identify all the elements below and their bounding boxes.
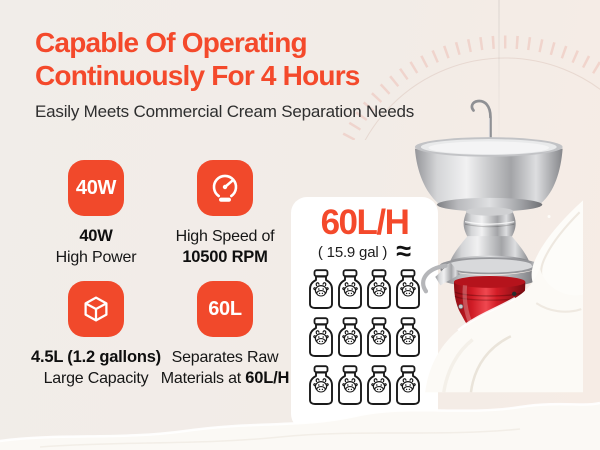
milk-bottle-icon — [309, 317, 333, 357]
feature-throughput: 60L Separates Raw Materials at 60L/H — [137, 281, 313, 389]
gallon-value: ( 15.9 gal ) — [317, 244, 388, 261]
milk-bottle-icon — [367, 269, 391, 309]
milk-bottle-icon — [309, 365, 333, 405]
capacity-badge — [68, 281, 124, 337]
subtitle: Easily Meets Commercial Cream Separation… — [35, 102, 415, 121]
cube-icon — [84, 296, 108, 322]
feature-capacity: 4.5L (1.2 gallons) Large Capacity — [8, 281, 184, 389]
speedometer-icon — [212, 174, 238, 202]
speed-badge — [197, 160, 253, 216]
milk-bottle-icon — [338, 269, 362, 309]
milk-bottle-icon — [396, 365, 420, 405]
milk-bottle-icon — [367, 317, 391, 357]
left-spout — [435, 262, 460, 286]
feature-capacity-caption: 4.5L (1.2 gallons) Large Capacity — [31, 348, 161, 387]
feature-power-caption: 40W High Power — [55, 227, 137, 266]
title-line-2: Continuously For 4 Hours — [35, 60, 360, 91]
gallon-row: ( 15.9 gal ) ≈ — [291, 235, 438, 266]
milk-splash — [425, 200, 583, 393]
feature-speed-caption: High Speed of 10500 RPM — [175, 228, 275, 266]
milk-bottle-icon — [396, 317, 420, 357]
right-spout — [529, 260, 583, 289]
power-badge-label: 40W — [75, 176, 117, 199]
milk-bottle-icon — [338, 365, 362, 405]
motor-base — [453, 275, 526, 349]
flow-rate-value: 60L/H — [320, 203, 410, 242]
throughput-badge-label: 60L — [208, 297, 242, 320]
bowl-hook — [470, 99, 492, 212]
throughput-badge: 60L — [197, 281, 253, 337]
feature-speed: High Speed of 10500 RPM — [137, 160, 313, 268]
feature-power: 40W 40W High Power — [8, 160, 184, 268]
bottle-grid — [308, 269, 421, 405]
background-crease — [498, 0, 500, 160]
milk-droplets — [547, 215, 583, 263]
milk-bottle-icon — [338, 317, 362, 357]
page-title: Capable Of Operating Continuously For 4 … — [35, 26, 360, 92]
separator-bowl — [414, 137, 563, 212]
milk-bottle-icon — [367, 365, 391, 405]
separator-pedestal — [421, 207, 583, 294]
milk-bottle-icon — [396, 269, 420, 309]
flow-rate-panel: 60L/H ( 15.9 gal ) ≈ — [291, 197, 438, 430]
feature-throughput-caption: Separates Raw Materials at 60L/H — [160, 349, 290, 387]
title-line-1: Capable Of Operating — [35, 27, 308, 58]
milk-bottle-icon — [309, 269, 333, 309]
approximately-equal-symbol: ≈ — [396, 235, 412, 266]
power-badge: 40W — [68, 160, 124, 216]
base-screws — [458, 302, 522, 335]
